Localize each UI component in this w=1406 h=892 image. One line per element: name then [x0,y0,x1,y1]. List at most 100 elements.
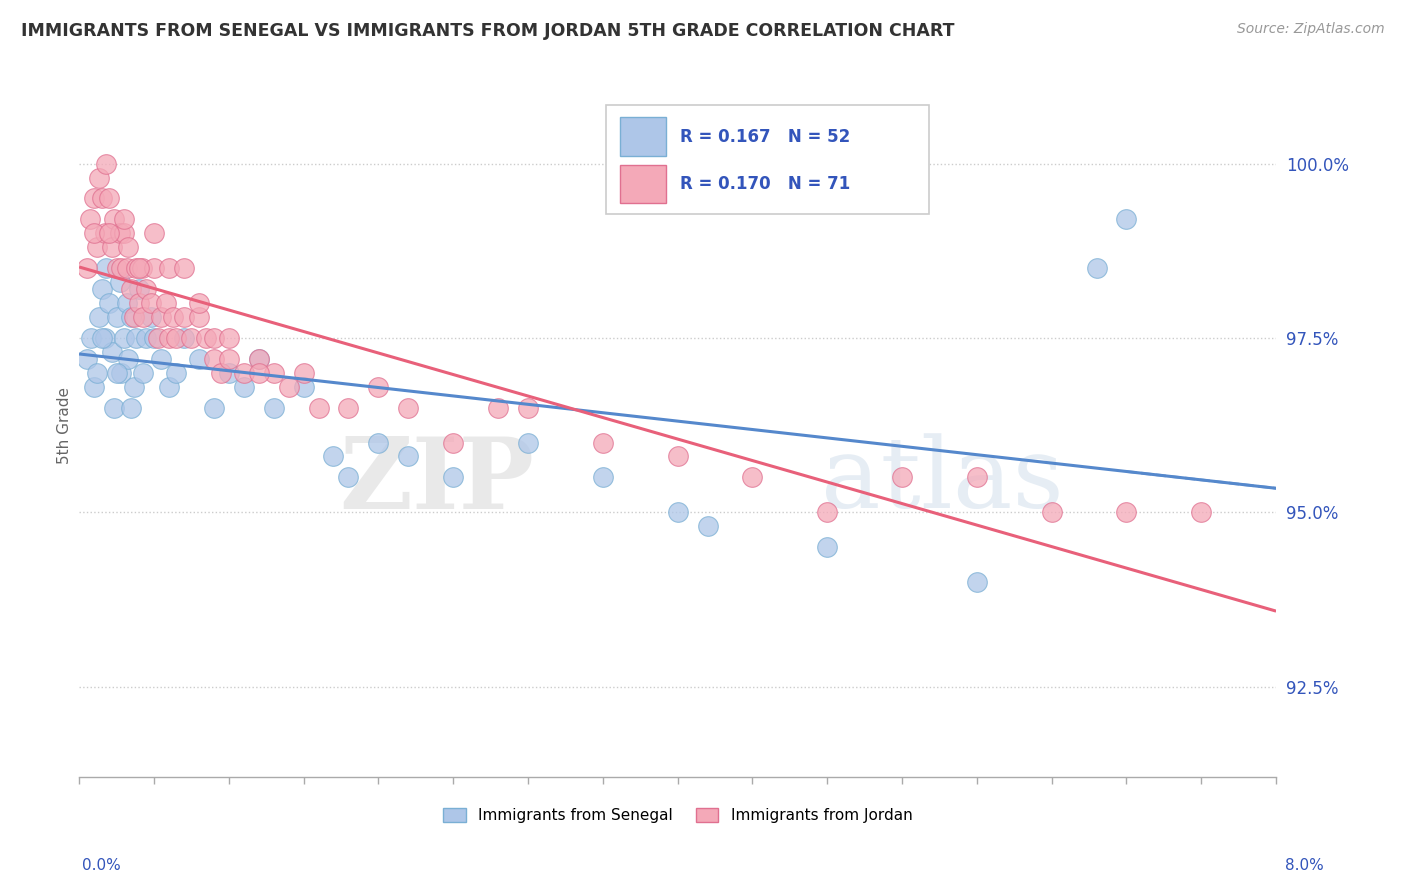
Point [441,435,464,450]
Point [666,505,689,519]
Point [247,366,270,380]
Point [396,450,419,464]
Point [696,519,718,533]
Point [83,192,105,206]
Legend: Immigrants from Senegal, Immigrants from Jordan: Immigrants from Senegal, Immigrants from… [437,802,918,830]
Point [1189,505,1212,519]
Point [263,401,285,415]
FancyBboxPatch shape [620,118,665,156]
Text: 0.0%: 0.0% [82,858,121,872]
Point [187,296,209,310]
Point [93,331,115,345]
Point [292,366,315,380]
Point [187,351,209,366]
Point [155,296,177,310]
Point [1040,505,1063,519]
Point [83,380,105,394]
Point [202,351,225,366]
Point [218,366,240,380]
Point [87,170,110,185]
Point [117,351,139,366]
Point [98,227,121,241]
Point [1085,261,1108,276]
Text: IMMIGRANTS FROM SENEGAL VS IMMIGRANTS FROM JORDAN 5TH GRADE CORRELATION CHART: IMMIGRANTS FROM SENEGAL VS IMMIGRANTS FR… [21,22,955,40]
Point [124,380,146,394]
Y-axis label: 5th Grade: 5th Grade [58,386,72,464]
Point [105,310,128,324]
Point [103,212,125,227]
Point [142,331,165,345]
Point [98,192,121,206]
Point [209,366,232,380]
Point [101,344,124,359]
Point [76,261,98,276]
Point [128,296,150,310]
Point [125,331,148,345]
Point [90,282,112,296]
Point [128,282,150,296]
Point [187,310,209,324]
Text: Source: ZipAtlas.com: Source: ZipAtlas.com [1237,22,1385,37]
Point [218,331,240,345]
Point [157,331,180,345]
Point [148,331,170,345]
Point [135,331,157,345]
Point [135,282,157,296]
Point [86,366,108,380]
Point [128,261,150,276]
Point [142,261,165,276]
Point [292,380,315,394]
Point [157,261,180,276]
Point [202,331,225,345]
Point [94,261,117,276]
Point [157,380,180,394]
Point [165,366,187,380]
FancyBboxPatch shape [606,104,929,214]
Point [441,470,464,484]
Point [308,401,330,415]
Point [396,401,419,415]
Point [592,435,614,450]
Point [117,240,139,254]
Point [277,380,299,394]
Point [139,296,162,310]
Point [115,261,138,276]
Point [105,366,128,380]
Point [232,380,254,394]
Point [966,574,988,589]
Point [162,310,184,324]
Text: R = 0.170   N = 71: R = 0.170 N = 71 [681,175,851,193]
Point [132,366,155,380]
Point [337,401,360,415]
Point [94,156,117,170]
Point [337,470,360,484]
Point [125,261,148,276]
Point [83,227,105,241]
Point [112,212,135,227]
Point [76,351,98,366]
Point [232,366,254,380]
Point [80,331,103,345]
Point [86,240,108,254]
Point [132,310,155,324]
Point [112,331,135,345]
Point [247,351,270,366]
Point [142,227,165,241]
Point [517,401,540,415]
Point [79,212,101,227]
Point [87,310,110,324]
Text: R = 0.167   N = 52: R = 0.167 N = 52 [681,128,851,146]
Point [517,435,540,450]
Point [815,540,838,554]
Point [121,282,143,296]
Point [1115,212,1137,227]
Point [115,296,138,310]
Point [108,227,131,241]
Point [741,470,763,484]
Point [173,331,195,345]
Point [891,470,914,484]
Point [486,401,509,415]
Point [121,401,143,415]
Text: 8.0%: 8.0% [1285,858,1324,872]
Point [105,261,128,276]
